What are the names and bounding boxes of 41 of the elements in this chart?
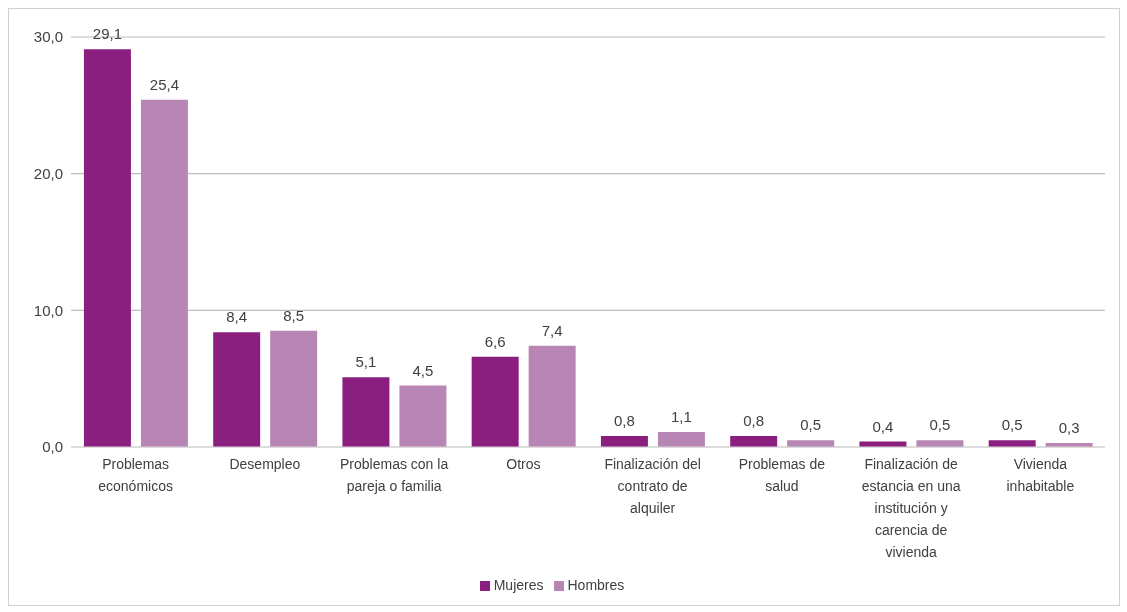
legend-label: Mujeres (493, 577, 544, 593)
bar (213, 332, 261, 447)
data-label: 0,5 (1001, 416, 1023, 434)
bar (83, 49, 131, 447)
data-label: 8,5 (283, 306, 305, 324)
bar (471, 356, 519, 447)
bar (342, 377, 390, 447)
bar (399, 385, 447, 447)
x-tick-label: Desempleo (229, 456, 301, 472)
data-label: 5,1 (355, 353, 377, 371)
bar (528, 345, 576, 447)
data-label: 29,1 (92, 25, 123, 43)
y-tick-label: 30,0 (33, 28, 63, 46)
data-label: 7,4 (541, 321, 563, 339)
data-label: 0,8 (743, 412, 765, 430)
x-tick-label: Finalización de estancia en una institución y carencia de vivienda (861, 456, 961, 560)
x-tick-label: Finalización del contrato de alquiler (604, 456, 701, 516)
data-label: 0,3 (1058, 418, 1080, 436)
bar (270, 330, 318, 447)
y-tick-label: 0,0 (42, 438, 63, 456)
bar (140, 99, 188, 447)
data-label: 0,8 (614, 412, 635, 430)
y-tick-label: 10,0 (33, 301, 63, 319)
data-label: 0,5 (800, 416, 822, 434)
bar (730, 436, 778, 447)
x-tick-label: Problemas de salud (738, 456, 826, 494)
data-label: 0,5 (929, 416, 951, 434)
x-tick-label: Problemas económicos (98, 456, 173, 494)
x-tick-label: Otros (506, 456, 541, 472)
bar (600, 436, 648, 447)
y-tick-label: 20,0 (33, 164, 63, 182)
x-tick-label: Vivienda inhabitable (1006, 456, 1075, 494)
legend-label: Hombres (567, 577, 625, 593)
x-tick-label: Problemas con la pareja o familia (340, 456, 449, 494)
bar (657, 431, 705, 447)
data-label: 4,5 (412, 361, 434, 379)
data-label: 6,6 (484, 332, 506, 350)
data-label: 25,4 (149, 75, 180, 93)
data-label: 1,1 (671, 407, 692, 425)
data-label: 0,4 (872, 417, 894, 435)
data-label: 8,4 (226, 308, 248, 326)
